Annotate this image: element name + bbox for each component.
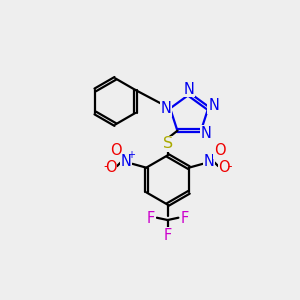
Text: F: F — [146, 211, 155, 226]
Text: N: N — [201, 125, 212, 140]
Text: O: O — [110, 143, 121, 158]
Text: -: - — [227, 160, 232, 172]
Text: N: N — [203, 154, 214, 169]
Text: N: N — [121, 154, 132, 169]
Text: +: + — [210, 150, 218, 160]
Text: O: O — [105, 160, 117, 175]
Text: O: O — [219, 160, 230, 175]
Text: F: F — [180, 211, 189, 226]
Text: -: - — [103, 160, 108, 172]
Text: S: S — [163, 136, 173, 151]
Text: N: N — [184, 82, 195, 97]
Text: +: + — [127, 150, 135, 160]
Text: N: N — [161, 101, 172, 116]
Text: N: N — [208, 98, 219, 113]
Text: O: O — [214, 143, 226, 158]
Text: F: F — [164, 228, 172, 243]
